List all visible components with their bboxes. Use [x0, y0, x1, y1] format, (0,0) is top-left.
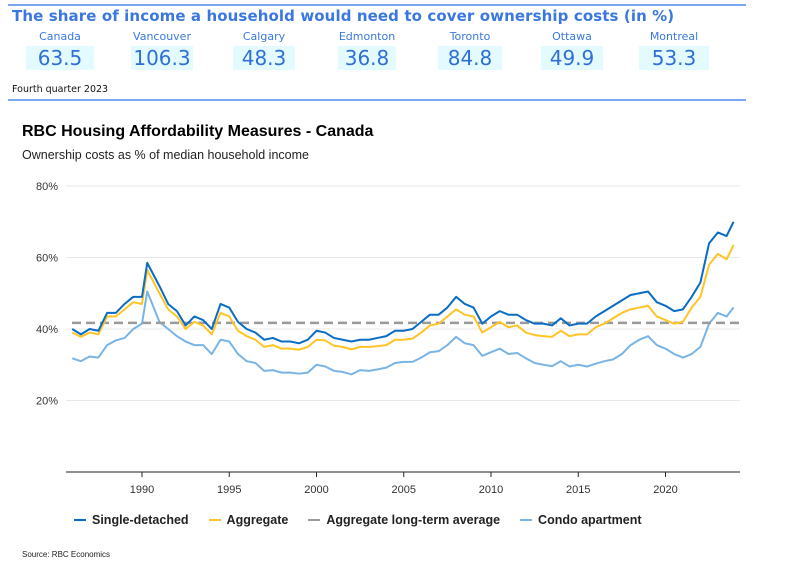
x-tick-label: 2010: [479, 484, 503, 496]
x-tick-label: 2020: [653, 484, 677, 496]
legend-swatch: [308, 519, 321, 521]
x-tick-label: 1995: [217, 484, 241, 496]
city-value: 106.3: [131, 46, 193, 70]
city-value: 63.5: [26, 46, 94, 70]
city-name: Toronto: [449, 30, 491, 43]
y-tick-label: 80%: [36, 181, 58, 193]
legend-label: Single-detached: [92, 513, 189, 527]
chart-title: RBC Housing Affordability Measures - Can…: [22, 123, 374, 140]
source-note: Source: RBC Economics: [22, 550, 111, 559]
city-name: Montreal: [649, 30, 699, 43]
city-name: Vancouver: [133, 30, 191, 43]
legend-item-condo: Condo apartment: [520, 513, 642, 527]
x-tick-label: 2015: [566, 484, 590, 496]
chart-legend: Single-detached Aggregate Aggregate long-t…: [74, 513, 642, 527]
legend-item-average: Aggregate long-term average: [308, 513, 500, 527]
legend-swatch: [520, 519, 533, 521]
city-name: Ottawa: [552, 30, 592, 43]
series-line-aggregate: [71, 244, 735, 351]
legend-label: Aggregate long-term average: [326, 513, 501, 527]
city-edmonton: Edmonton 36.8: [321, 30, 413, 70]
x-tick-label: 2000: [304, 484, 328, 496]
y-tick-label: 60%: [36, 253, 58, 265]
header-title: The share of income a household would ne…: [12, 7, 675, 25]
city-value: 49.9: [541, 46, 603, 70]
header-top-rule: [8, 4, 746, 6]
legend-label: Aggregate: [226, 513, 289, 527]
city-value: 48.3: [233, 46, 295, 70]
y-tick-label: 40%: [36, 324, 58, 336]
x-tick-label: 1990: [130, 484, 154, 496]
city-calgary: Calgary 48.3: [218, 30, 310, 70]
city-vancouver: Vancouver 106.3: [116, 30, 208, 70]
legend-item-aggregate: Aggregate: [208, 513, 289, 527]
legend-label: Condo apartment: [538, 513, 642, 527]
city-ottawa: Ottawa 49.9: [526, 30, 618, 70]
city-name: Edmonton: [338, 30, 396, 43]
city-name: Calgary: [242, 30, 286, 43]
header-bottom-rule: [8, 99, 746, 101]
city-canada: Canada 63.5: [14, 30, 106, 70]
city-value: 84.8: [438, 46, 502, 70]
city-name: Canada: [39, 30, 81, 43]
series-line-single: [71, 221, 735, 345]
x-tick-label: 2005: [392, 484, 416, 496]
chart-subtitle: Ownership costs as % of median household…: [22, 148, 309, 162]
legend-swatch: [74, 519, 86, 521]
city-montreal: Montreal 53.3: [628, 30, 720, 70]
header-period: Fourth quarter 2023: [12, 84, 109, 95]
legend-swatch: [208, 519, 221, 521]
series-line-condo: [71, 290, 735, 376]
city-toronto: Toronto 84.8: [424, 30, 516, 70]
y-tick-label: 20%: [36, 396, 58, 408]
city-value: 53.3: [639, 46, 709, 70]
legend-item-single: Single-detached: [74, 513, 189, 527]
city-value: 36.8: [338, 46, 396, 70]
line-chart: 20% 40% 60% 80% 1990 1995 2000 2005 2010 2015 2020: [36, 181, 740, 496]
